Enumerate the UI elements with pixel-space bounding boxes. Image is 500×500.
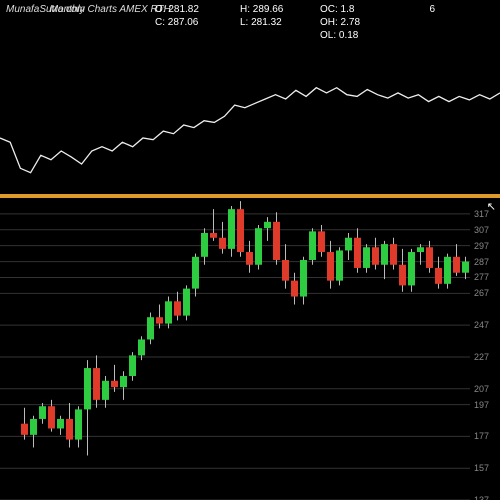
y-tick-label: 137 <box>474 495 489 500</box>
candle-body <box>75 409 82 439</box>
candle-body <box>66 419 73 440</box>
candle-body <box>372 247 379 264</box>
y-tick-label: 197 <box>474 400 489 410</box>
candle-body <box>417 247 424 252</box>
candle-body <box>381 244 388 265</box>
y-tick-label: 227 <box>474 352 489 362</box>
candle-body <box>264 222 271 228</box>
candle-body <box>39 406 46 419</box>
candle-body <box>291 281 298 297</box>
candle-body <box>300 260 307 297</box>
candle-body <box>453 257 460 273</box>
line-chart <box>0 0 500 193</box>
ohlc-col2: H: 289.66 L: 281.32 <box>240 4 283 28</box>
ohlc-col1: O: 281.82 C: 287.06 <box>155 4 199 28</box>
indicator-line <box>0 88 500 173</box>
candle-body <box>111 381 118 387</box>
y-tick-label: 177 <box>474 431 489 441</box>
ohlc-col3: OC: 1.8 OH: 2.78 OL: 0.18 <box>320 4 360 41</box>
candle-body <box>192 257 199 289</box>
candle-body <box>237 209 244 252</box>
n-label: 6 <box>405 4 435 15</box>
candle-body <box>354 238 361 268</box>
candle-body <box>138 339 145 355</box>
candle-body <box>165 301 172 323</box>
candle-body <box>93 368 100 400</box>
candle-body <box>174 301 181 315</box>
candle-body <box>318 231 325 252</box>
title-main: Monthly Charts AMEX RTH <box>50 4 171 15</box>
close-label: C: 287.06 <box>155 17 199 28</box>
ohlc-col4: 6 <box>405 4 435 15</box>
oh-label: OH: 2.78 <box>320 17 360 28</box>
candle-body <box>282 260 289 281</box>
ol-label: OL: 0.18 <box>320 30 360 41</box>
y-tick-label: 307 <box>474 225 489 235</box>
candle-body <box>462 262 469 273</box>
candle-body <box>102 381 109 400</box>
y-tick-label: 247 <box>474 320 489 330</box>
candle-body <box>129 355 136 376</box>
candle-body <box>444 257 451 284</box>
candle-body <box>183 289 190 316</box>
candle-body <box>408 252 415 285</box>
candle-body <box>210 233 217 238</box>
candle-body <box>228 209 235 249</box>
upper-panel: MunafaSutra.com Monthly Charts AMEX RTH … <box>0 0 500 193</box>
cursor-icon: ↖ <box>487 200 496 213</box>
candle-body <box>30 419 37 435</box>
candle-body <box>57 419 64 429</box>
open-label: O: 281.82 <box>155 4 199 15</box>
y-tick-label: 287 <box>474 257 489 267</box>
lower-panel: 137157177197207227247267277287297307317 … <box>0 198 500 500</box>
candle-body <box>147 317 154 339</box>
y-tick-label: 157 <box>474 463 489 473</box>
candle-body <box>426 247 433 268</box>
candle-body <box>336 250 343 280</box>
candle-body <box>48 406 55 428</box>
chart-root: MunafaSutra.com Monthly Charts AMEX RTH … <box>0 0 500 500</box>
candle-body <box>363 247 370 268</box>
oc-label: OC: 1.8 <box>320 4 360 15</box>
y-tick-label: 207 <box>474 384 489 394</box>
candle-body <box>345 238 352 251</box>
candle-body <box>255 228 262 265</box>
y-tick-label: 277 <box>474 272 489 282</box>
candle-body <box>399 265 406 286</box>
chart-title: MunafaSutra.com Monthly Charts AMEX RTH <box>6 4 171 15</box>
candle-body <box>201 233 208 257</box>
candle-body <box>327 252 334 281</box>
candle-body <box>435 268 442 284</box>
candle-body <box>246 252 253 265</box>
candle-body <box>120 376 127 387</box>
candle-body <box>84 368 91 409</box>
candle-body <box>390 244 397 265</box>
high-label: H: 289.66 <box>240 4 283 15</box>
candle-body <box>21 424 28 435</box>
low-label: L: 281.32 <box>240 17 283 28</box>
candle-body <box>309 231 316 260</box>
y-tick-label: 297 <box>474 241 489 251</box>
candle-body <box>156 317 163 323</box>
candle-body <box>273 222 280 260</box>
candlestick-chart <box>0 198 500 500</box>
y-tick-label: 267 <box>474 288 489 298</box>
candle-body <box>219 238 226 249</box>
